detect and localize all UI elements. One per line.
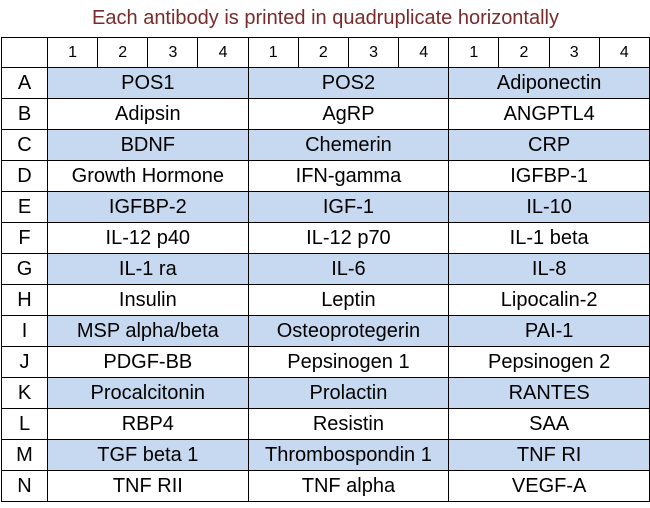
column-number: 2: [97, 37, 149, 68]
row-letter: L: [1, 408, 48, 440]
column-number: 3: [347, 37, 400, 68]
row-letter: N: [1, 470, 48, 502]
antibody-cell: PAI-1: [448, 315, 650, 347]
antibody-cell: PDGF-BB: [47, 346, 249, 378]
row-letter: J: [1, 346, 48, 378]
table-row: F IL-12 p40 IL-12 p70 IL-1 beta: [1, 222, 650, 254]
antibody-cell: Pepsinogen 2: [448, 346, 650, 378]
row-letter: F: [1, 222, 48, 254]
antibody-cell: Resistin: [247, 408, 450, 440]
antibody-cell: TNF RI: [448, 439, 650, 471]
column-number: 3: [548, 37, 600, 68]
antibody-cell: Lipocalin-2: [448, 284, 650, 316]
column-number: 2: [498, 37, 550, 68]
table-row: N TNF RII TNF alpha VEGF-A: [1, 470, 650, 502]
row-letter: H: [1, 284, 48, 316]
antibody-cell: Insulin: [47, 284, 249, 316]
table-row: D Growth Hormone IFN-gamma IGFBP-1: [1, 160, 650, 192]
antibody-cell: RANTES: [448, 377, 650, 409]
antibody-cell: MSP alpha/beta: [47, 315, 249, 347]
antibody-cell: Chemerin: [247, 129, 450, 161]
table-row: M TGF beta 1 Thrombospondin 1 TNF RI: [1, 439, 650, 471]
title-row: Each antibody is printed in quadruplicat…: [2, 0, 650, 38]
antibody-cell: IL-8: [448, 253, 650, 285]
antibody-cell: POS1: [47, 67, 249, 99]
antibody-cell: POS2: [247, 67, 450, 99]
table-row: I MSP alpha/beta Osteoprotegerin PAI-1: [1, 315, 650, 347]
antibody-cell: IL-6: [247, 253, 450, 285]
table-row: L RBP4 Resistin SAA: [1, 408, 650, 440]
antibody-cell: SAA: [448, 408, 650, 440]
antibody-cell: IFN-gamma: [247, 160, 450, 192]
antibody-cell: Growth Hormone: [47, 160, 249, 192]
table-title: Each antibody is printed in quadruplicat…: [92, 7, 559, 29]
antibody-cell: IGFBP-1: [448, 160, 650, 192]
antibody-cell: RBP4: [47, 408, 249, 440]
column-number: 1: [448, 37, 500, 68]
row-letter: C: [1, 129, 48, 161]
antibody-cell: TGF beta 1: [47, 439, 249, 471]
row-letter: B: [1, 98, 48, 130]
antibody-cell: IL-1 ra: [47, 253, 249, 285]
table-row: B Adipsin AgRP ANGPTL4: [1, 98, 650, 130]
antibody-cell: Leptin: [247, 284, 450, 316]
corner-cell: [1, 37, 48, 68]
antibody-cell: Adiponectin: [448, 67, 650, 99]
antibody-cell: AgRP: [247, 98, 450, 130]
antibody-cell: TNF RII: [47, 470, 249, 502]
column-number: 3: [147, 37, 199, 68]
antibody-cell: IL-12 p40: [47, 222, 249, 254]
antibody-cell: Thrombospondin 1: [247, 439, 450, 471]
antibody-cell: Prolactin: [247, 377, 450, 409]
column-number: 4: [598, 37, 650, 68]
row-letter: I: [1, 315, 48, 347]
antibody-cell: VEGF-A: [448, 470, 650, 502]
table-row: K Procalcitonin Prolactin RANTES: [1, 377, 650, 409]
row-letter: D: [1, 160, 48, 192]
column-number: 1: [247, 37, 299, 68]
table-row: A POS1 POS2 Adiponectin: [1, 67, 650, 99]
column-number: 1: [46, 37, 99, 68]
row-letter: M: [1, 439, 48, 471]
antibody-cell: IL-10: [448, 191, 650, 223]
antibody-cell: Procalcitonin: [47, 377, 249, 409]
row-letter: K: [1, 377, 48, 409]
table-row: G IL-1 ra IL-6 IL-8: [1, 253, 650, 285]
antibody-cell: IGFBP-2: [47, 191, 249, 223]
antibody-cell: Osteoprotegerin: [247, 315, 450, 347]
column-number: 4: [398, 37, 450, 68]
row-letter: E: [1, 191, 48, 223]
column-number: 2: [297, 37, 349, 68]
antibody-cell: TNF alpha: [247, 470, 450, 502]
antibody-cell: Adipsin: [47, 98, 249, 130]
antibody-cell: IL-12 p70: [247, 222, 450, 254]
table-row: E IGFBP-2 IGF-1 IL-10: [1, 191, 650, 223]
column-number: 4: [197, 37, 249, 68]
antibody-cell: CRP: [448, 129, 650, 161]
table-row: C BDNF Chemerin CRP: [1, 129, 650, 161]
row-letter: G: [1, 253, 48, 285]
antibody-cell: IL-1 beta: [448, 222, 650, 254]
antibody-cell: BDNF: [47, 129, 249, 161]
table-row: H Insulin Leptin Lipocalin-2: [1, 284, 650, 316]
antibody-cell: Pepsinogen 1: [247, 346, 450, 378]
row-letter: A: [1, 67, 48, 99]
antibody-cell: ANGPTL4: [448, 98, 650, 130]
table-row: J PDGF-BB Pepsinogen 1 Pepsinogen 2: [1, 346, 650, 378]
antibody-cell: IGF-1: [247, 191, 450, 223]
